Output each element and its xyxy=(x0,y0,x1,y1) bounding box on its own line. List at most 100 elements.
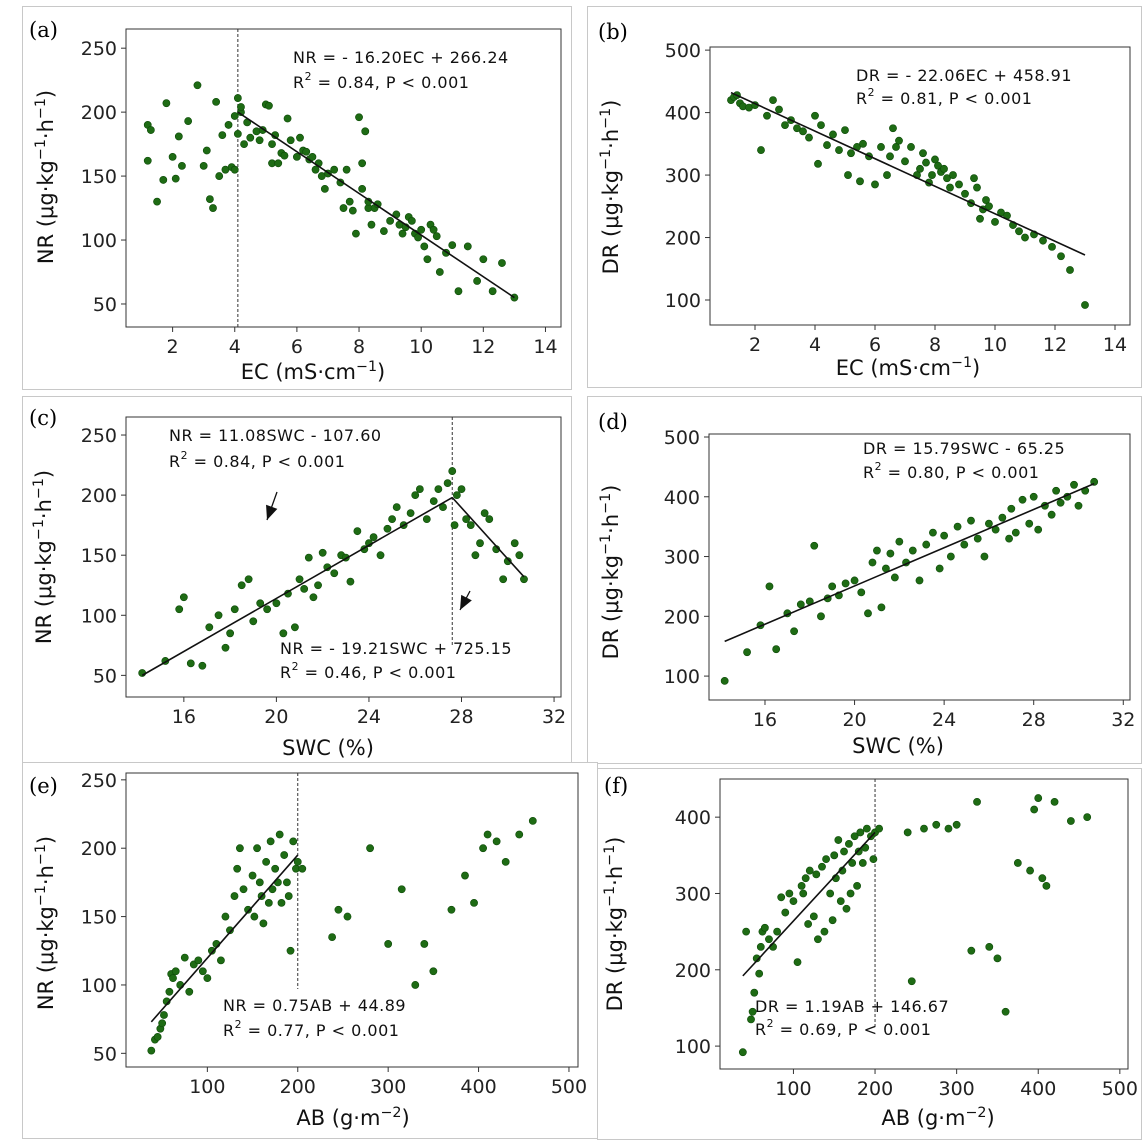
data-point xyxy=(952,820,961,829)
data-point xyxy=(473,277,482,285)
r-squared-stat-value: = 0.84, P < 0.001 xyxy=(188,452,345,471)
data-point xyxy=(328,933,337,941)
data-point xyxy=(1083,813,1092,822)
data-point xyxy=(358,159,367,168)
y-axis-label-mid: ·h xyxy=(599,129,623,149)
data-point xyxy=(1066,817,1075,825)
x-tick-label: 500 xyxy=(1102,1078,1138,1100)
regression-equation: NR = 11.08SWC - 107.60 xyxy=(169,426,382,445)
y-tick-label: 100 xyxy=(675,1036,711,1058)
data-point xyxy=(266,837,275,846)
data-point xyxy=(1038,874,1047,883)
y-axis-label-mid: ·h xyxy=(34,865,58,885)
x-tick-label: 500 xyxy=(551,1076,587,1098)
data-point xyxy=(376,551,385,560)
data-point xyxy=(1070,480,1078,489)
data-point xyxy=(970,174,978,183)
r-squared-stat-r: R xyxy=(223,1021,235,1040)
data-point xyxy=(1025,519,1034,528)
data-point xyxy=(147,1046,156,1055)
y-tick-label: 500 xyxy=(664,427,700,449)
r-squared-stat: R2 = 0.69, P < 0.001 xyxy=(755,1017,931,1039)
r-squared-stat-sup: 2 xyxy=(305,70,312,83)
data-point xyxy=(411,981,420,989)
data-point xyxy=(805,133,813,142)
x-tick-label: 400 xyxy=(1020,1078,1056,1100)
data-point xyxy=(812,870,821,879)
y-tick-label: 100 xyxy=(665,290,701,312)
x-axis-label-text: AB (g·m xyxy=(881,1106,965,1130)
data-point xyxy=(420,242,429,251)
y-axis-label-sup: −1 xyxy=(31,478,47,499)
data-point xyxy=(470,899,478,907)
data-point xyxy=(296,133,304,142)
data-point xyxy=(452,491,461,500)
data-point xyxy=(1029,492,1038,501)
data-point xyxy=(207,946,216,955)
data-point xyxy=(793,958,802,967)
data-point xyxy=(960,540,969,549)
data-point xyxy=(286,136,295,145)
panel-e: (e) 100 200 300 400 500 50 100 150 200 250 AB (g·m−… xyxy=(22,762,598,1139)
data-point xyxy=(980,552,989,561)
panel-label: (c) xyxy=(29,406,57,430)
data-point xyxy=(1007,504,1016,513)
data-point xyxy=(810,541,819,550)
data-point xyxy=(143,156,152,165)
x-axis-label-end: ) xyxy=(972,356,980,380)
x-axis-label: EC (mS·cm−1) xyxy=(836,355,981,380)
data-point xyxy=(772,645,781,654)
data-point xyxy=(826,889,835,898)
data-point xyxy=(528,816,537,825)
arrowhead-icon xyxy=(266,504,278,520)
regression-equation: NR = - 19.21SWC + 725.15 xyxy=(280,639,512,658)
data-point xyxy=(179,593,188,602)
data-point xyxy=(720,676,729,685)
data-point xyxy=(202,146,211,155)
data-point xyxy=(330,569,339,578)
data-point xyxy=(955,180,963,189)
y-tick-label: 200 xyxy=(81,102,117,124)
data-point xyxy=(901,157,909,166)
data-point xyxy=(834,836,843,844)
data-point xyxy=(973,797,981,806)
data-point xyxy=(293,857,302,866)
data-point xyxy=(991,218,999,226)
data-point xyxy=(510,539,519,548)
x-tick-label: 400 xyxy=(460,1076,496,1098)
data-point xyxy=(868,558,877,567)
data-point xyxy=(388,515,396,524)
x-axis-label: SWC (%) xyxy=(282,736,374,760)
r-squared-stat-r: R xyxy=(169,452,181,471)
data-point xyxy=(346,577,355,586)
y-tick-label: 250 xyxy=(81,770,117,792)
r-squared-stat-sup: 2 xyxy=(767,1017,774,1030)
y-tick-label: 100 xyxy=(81,975,117,997)
r-squared-stat-sup: 2 xyxy=(875,460,882,473)
x-tick-label: 28 xyxy=(1022,709,1046,731)
x-axis-label-text: SWC (%) xyxy=(852,734,944,758)
data-point xyxy=(1056,498,1065,507)
data-point xyxy=(943,174,951,183)
data-point xyxy=(777,893,786,902)
data-point xyxy=(420,940,429,948)
y-axis-label-mid: ·h xyxy=(603,866,627,886)
data-point xyxy=(168,152,177,161)
data-point xyxy=(946,552,955,561)
r-squared-stat: R2 = 0.46, P < 0.001 xyxy=(280,660,456,682)
x-axis-label-sup: −1 xyxy=(356,359,377,375)
data-point xyxy=(392,503,401,512)
data-point xyxy=(929,528,937,537)
x-axis-label-end: ) xyxy=(401,1106,409,1130)
data-point xyxy=(835,146,843,154)
data-point xyxy=(799,127,807,136)
y-tick-label: 150 xyxy=(81,166,117,188)
data-point xyxy=(814,159,822,168)
regression-line xyxy=(724,482,1095,643)
data-point xyxy=(138,669,147,677)
y-tick-label: 200 xyxy=(664,606,700,628)
data-point xyxy=(920,824,928,833)
data-point xyxy=(253,844,261,853)
data-point xyxy=(869,855,878,864)
